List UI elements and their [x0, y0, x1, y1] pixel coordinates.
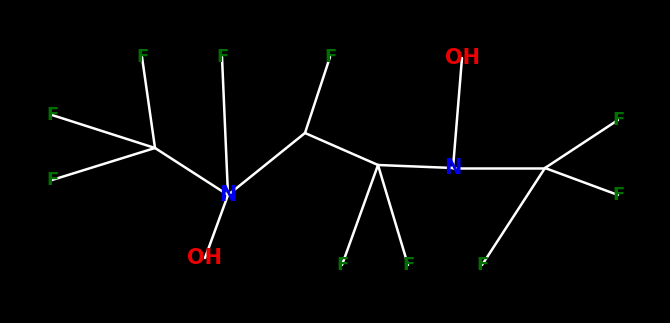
Text: OH: OH [444, 48, 480, 68]
Text: F: F [336, 256, 348, 274]
Text: F: F [136, 48, 148, 66]
Text: F: F [46, 171, 58, 189]
Text: N: N [444, 158, 462, 178]
Text: F: F [476, 256, 488, 274]
Text: F: F [612, 111, 624, 129]
Text: F: F [612, 186, 624, 204]
Text: F: F [216, 48, 228, 66]
Text: N: N [219, 185, 237, 205]
Text: F: F [402, 256, 414, 274]
Text: F: F [46, 106, 58, 124]
Text: F: F [324, 48, 336, 66]
Text: OH: OH [188, 248, 222, 268]
